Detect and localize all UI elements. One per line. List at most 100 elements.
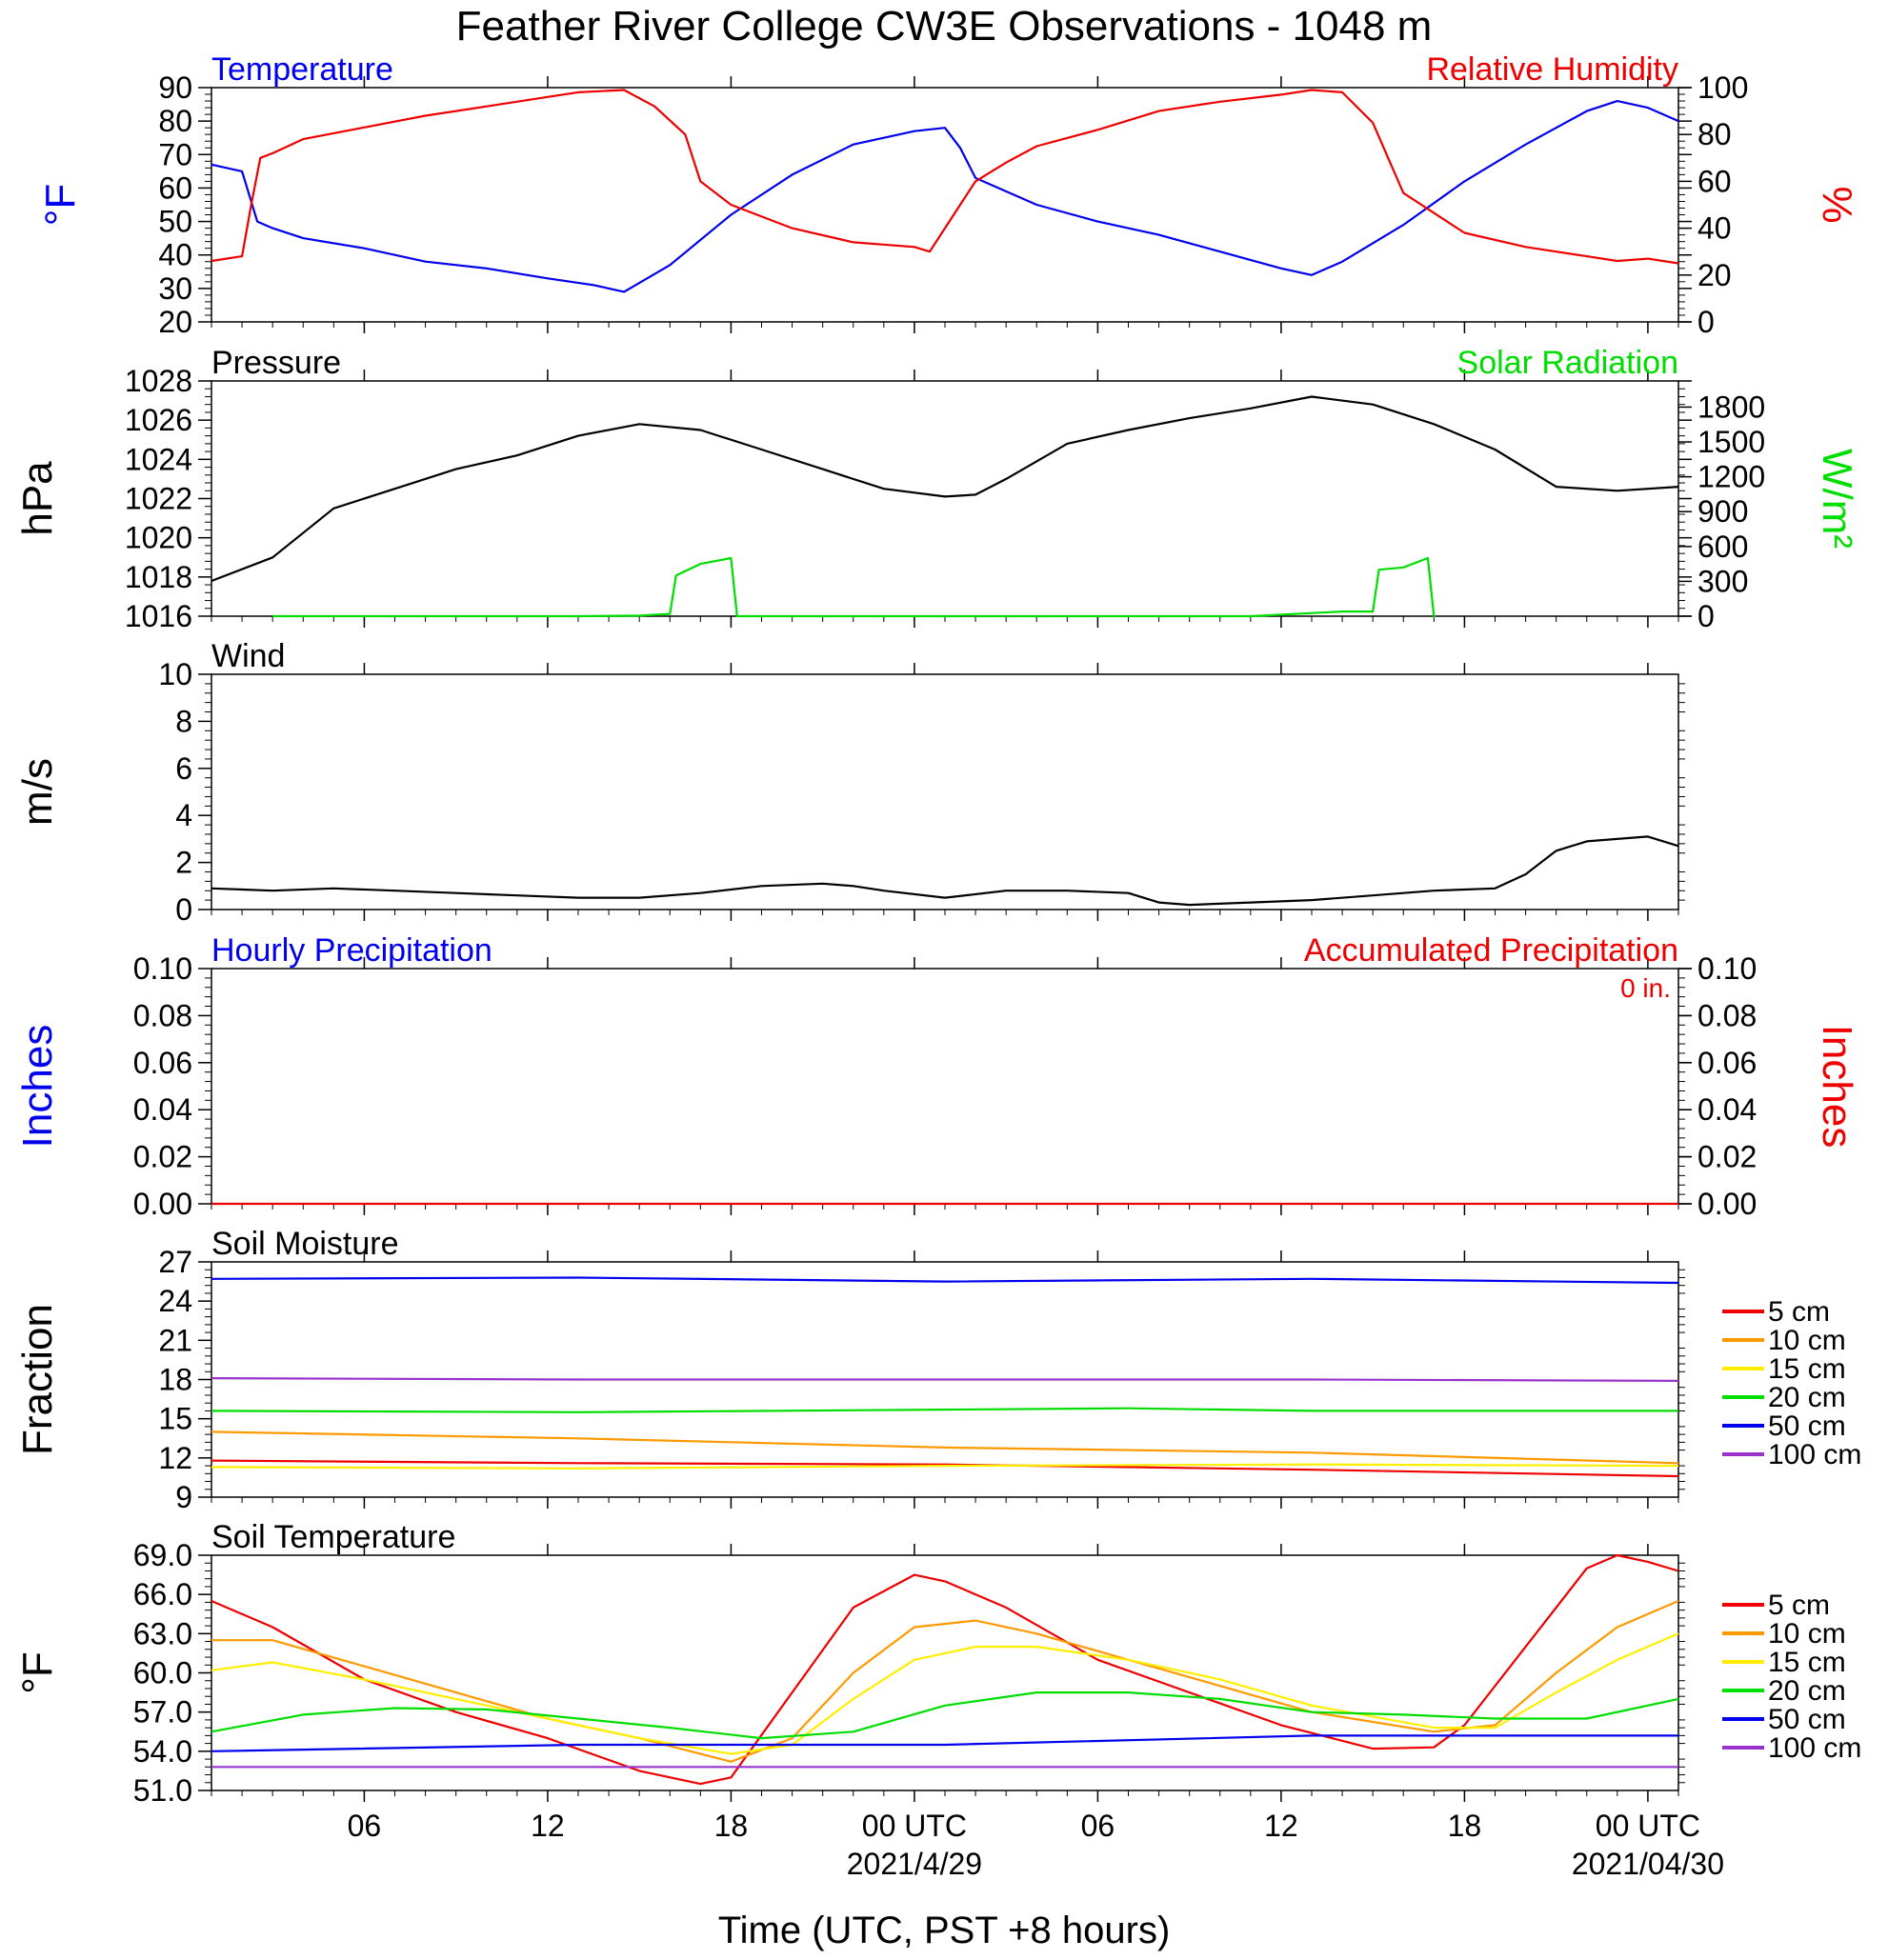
y-tick-label-left: 1022: [125, 482, 192, 516]
legend-label: 15 cm: [1768, 1353, 1846, 1385]
y-tick-label-left: 0.08: [133, 998, 192, 1032]
series-100-cm: [211, 1376, 1679, 1383]
y-tick-label-left: 51.0: [133, 1773, 192, 1808]
panel-title-right: Accumulated Precipitation: [1304, 932, 1678, 969]
y-tick-label-left: 1020: [125, 521, 192, 555]
y-tick-label-left: 10: [158, 657, 192, 691]
y-tick-label-left: 0.02: [133, 1140, 192, 1174]
y-tick-label-left: 90: [158, 70, 192, 105]
y-tick-label-left: 70: [158, 137, 192, 171]
panel-title-left: Hourly Precipitation: [211, 932, 492, 969]
y-tick-label-left: 6: [175, 751, 192, 786]
series-20-cm: [211, 1690, 1679, 1740]
y-tick-label-left: 0.06: [133, 1046, 192, 1080]
y-axis-label-left: Fraction: [14, 1304, 61, 1455]
y-axis-label-right: W/m²: [1814, 449, 1860, 549]
legend-label: 20 cm: [1768, 1382, 1846, 1413]
y-tick-label-right: 1200: [1697, 460, 1765, 494]
y-tick-label-right: 0: [1697, 599, 1715, 633]
y-axis-label-left: m/s: [14, 758, 61, 826]
y-tick-label-right: 0.00: [1697, 1187, 1757, 1221]
panel-title-left: Temperature: [211, 51, 393, 88]
panel-frame: [211, 673, 1679, 910]
y-tick-label-left: 66.0: [133, 1577, 192, 1611]
y-tick-label-left: 0.10: [133, 951, 192, 986]
y-tick-label-left: 4: [175, 798, 192, 832]
panel-precip: 0.00 0.02 0.04 0.06 0.08 0.10 0.00 0.02 0.04 0.06…: [14, 932, 1860, 1221]
legend-label: 15 cm: [1768, 1647, 1846, 1678]
y-tick-label-left: 0.04: [133, 1092, 192, 1127]
panel-soil-temp: 51.0 54.0 57.0 60.0 63.0 66.0 69.0 Soil Tempera…: [14, 1519, 1861, 1808]
y-tick-label-left: 69.0: [133, 1538, 192, 1572]
y-tick-label-left: 8: [175, 704, 192, 738]
series-5-cm: [211, 1553, 1679, 1786]
legend-label: 20 cm: [1768, 1675, 1846, 1707]
y-axis-label-right: %: [1814, 186, 1860, 223]
x-tick-label: 18: [714, 1809, 749, 1843]
y-tick-label-left: 9: [175, 1480, 192, 1514]
y-tick-label-right: 300: [1697, 564, 1748, 598]
panel-title-right: Relative Humidity: [1426, 51, 1678, 88]
y-tick-label-right: 0: [1697, 305, 1715, 339]
x-tick-label: 12: [1264, 1809, 1298, 1843]
y-tick-label-left: 21: [158, 1323, 192, 1357]
y-tick-label-right: 900: [1697, 494, 1748, 529]
panel-frame: [211, 1554, 1679, 1791]
y-axis-label-left: °F: [37, 184, 84, 226]
legend-label: 10 cm: [1768, 1618, 1846, 1650]
series-5-cm: [211, 1459, 1679, 1478]
legend-label: 100 cm: [1768, 1732, 1861, 1764]
y-axis-label-left: hPa: [14, 461, 61, 536]
panel-title-left: Soil Temperature: [211, 1519, 455, 1555]
y-tick-label-left: 18: [158, 1363, 192, 1397]
series-10-cm: [211, 1430, 1679, 1465]
y-tick-label-left: 60.0: [133, 1656, 192, 1690]
y-tick-label-right: 80: [1697, 117, 1732, 151]
x-tick-label: 12: [531, 1809, 565, 1843]
panel-title-left: Soil Moisture: [211, 1226, 399, 1262]
panel-title-left: Wind: [211, 638, 285, 674]
legend-label: 5 cm: [1768, 1296, 1830, 1328]
x-date-label: 2021/4/29: [847, 1847, 982, 1881]
accumulated-total: 0 in.: [1620, 973, 1671, 1003]
panel-pressure-solar: 1016 1018 1020 1022 1024 1026 1028 030060090012…: [14, 345, 1860, 633]
y-tick-label-left: 50: [158, 205, 192, 239]
legend-label: 50 cm: [1768, 1704, 1846, 1735]
y-tick-label-left: 12: [158, 1441, 192, 1475]
panel-wind: 0 2 4 6 8 10 Wind m/s: [14, 638, 1685, 927]
panel-frame: [211, 380, 1679, 617]
y-tick-label-left: 0.00: [133, 1187, 192, 1221]
series-pressure: [211, 395, 1679, 583]
y-tick-label-left: 40: [158, 238, 192, 272]
y-tick-label-left: 1024: [125, 442, 192, 476]
series-10-cm: [211, 1599, 1679, 1763]
legend-label: 10 cm: [1768, 1325, 1846, 1356]
y-tick-label-right: 40: [1697, 211, 1732, 246]
series-relative-humidity: [211, 89, 1679, 265]
y-tick-label-left: 27: [158, 1245, 192, 1279]
y-tick-label-left: 15: [158, 1402, 192, 1436]
y-tick-label-right: 600: [1697, 530, 1748, 564]
y-tick-label-right: 0.06: [1697, 1046, 1757, 1080]
series-50-cm: [211, 1734, 1678, 1752]
y-tick-label-left: 1028: [125, 364, 192, 398]
series-wind: [211, 835, 1679, 907]
series-15-cm: [211, 1632, 1679, 1755]
y-tick-label-right: 0.04: [1697, 1092, 1757, 1127]
x-tick-label: 00 UTC: [1596, 1809, 1700, 1843]
y-tick-label-right: 1500: [1697, 425, 1765, 459]
time-axis: 06 12 18 00 UTC 2021/4/29 06 12 18 00 UTC 2021/04…: [348, 1809, 1724, 1881]
legend-label: 50 cm: [1768, 1410, 1846, 1442]
x-tick-label: 00 UTC: [862, 1809, 967, 1843]
y-tick-label-right: 1800: [1697, 390, 1765, 424]
y-tick-label-right: 60: [1697, 164, 1732, 198]
y-tick-label-left: 1026: [125, 403, 192, 437]
panel-frame: [211, 87, 1679, 323]
y-tick-label-left: 63.0: [133, 1616, 192, 1650]
y-tick-label-left: 57.0: [133, 1695, 192, 1730]
y-axis-label-left: Inches: [14, 1025, 61, 1149]
